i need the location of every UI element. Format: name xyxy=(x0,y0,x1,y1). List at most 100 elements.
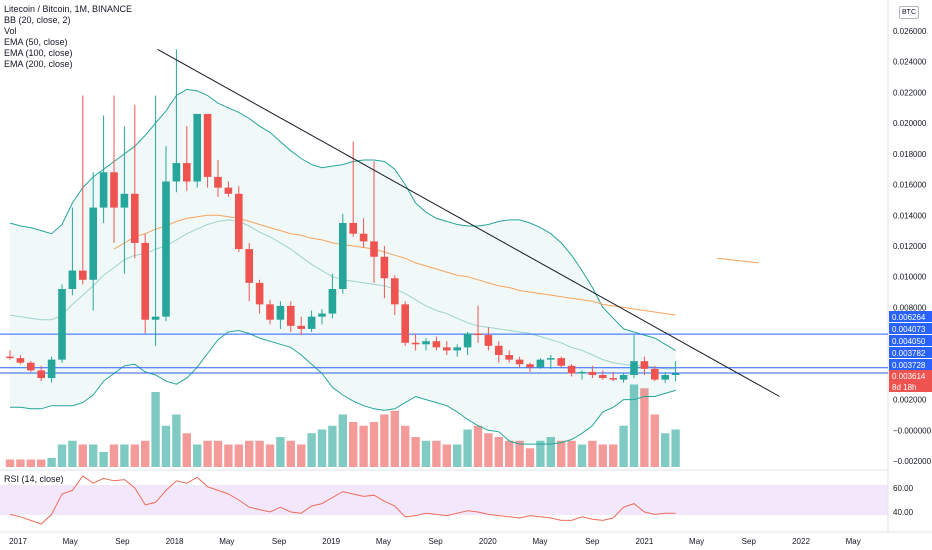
volume-bar xyxy=(234,444,243,467)
candle-body xyxy=(193,113,201,182)
volume-bar xyxy=(109,444,119,467)
volume-bar xyxy=(421,440,431,467)
candle-body xyxy=(651,368,659,380)
candle xyxy=(58,284,66,363)
volume-bar xyxy=(619,425,628,467)
candle xyxy=(235,186,243,253)
volume-bar xyxy=(120,444,129,467)
candle xyxy=(6,350,14,360)
volume-bar xyxy=(47,458,56,467)
candle-body xyxy=(131,193,139,243)
candle xyxy=(141,233,149,334)
candle xyxy=(162,146,170,322)
candle xyxy=(453,344,461,357)
candle xyxy=(193,113,201,188)
chart-legend: Litecoin / Bitcoin, 1M, BINANCE BB (20, … xyxy=(4,4,132,70)
candle xyxy=(99,115,108,223)
candle-body xyxy=(297,325,305,329)
volume-bar xyxy=(307,433,316,467)
volume-bar xyxy=(328,425,337,467)
volume-bar xyxy=(26,459,35,467)
candle xyxy=(110,95,118,243)
candle xyxy=(27,361,35,372)
volume-bar xyxy=(546,437,555,467)
candle xyxy=(474,305,482,343)
candle xyxy=(599,370,607,380)
trend-line xyxy=(157,48,780,397)
candle xyxy=(630,335,638,379)
volume-bar xyxy=(380,414,389,467)
candle-body xyxy=(151,316,160,320)
volume-bar xyxy=(401,425,410,467)
candle-body xyxy=(609,378,617,380)
volume-bar xyxy=(661,433,670,467)
candle xyxy=(131,104,139,259)
candle-body xyxy=(484,335,493,346)
legend-ema200: EMA (200, close) xyxy=(4,59,73,69)
candle xyxy=(401,301,409,346)
candle-body xyxy=(671,373,680,375)
volume-bar xyxy=(577,444,587,467)
candle-body xyxy=(183,163,191,182)
candle xyxy=(16,355,25,365)
candle-body xyxy=(578,371,586,374)
unit-selector[interactable]: BTC xyxy=(899,6,919,19)
candle xyxy=(307,310,316,332)
candle xyxy=(463,332,472,356)
candle-body xyxy=(547,358,555,360)
candle-body xyxy=(68,270,77,289)
price-tick-label: −0.002000 xyxy=(893,457,932,466)
rsi-tick-label: 60.00 xyxy=(893,484,914,493)
volume-bar xyxy=(629,384,639,467)
volume-bar xyxy=(317,429,327,467)
candle-body xyxy=(370,241,378,257)
volume-bar xyxy=(78,444,87,467)
time-tick-label: Sep xyxy=(272,537,287,546)
volume-bar xyxy=(338,414,347,467)
candle xyxy=(505,350,513,363)
candle-body xyxy=(214,176,222,188)
candle-body xyxy=(380,256,389,279)
volume-bar xyxy=(276,437,285,467)
candle-body xyxy=(640,361,649,369)
time-tick-label: 2021 xyxy=(636,537,654,546)
volume-bar xyxy=(609,444,618,467)
volume-bar xyxy=(99,452,108,467)
volume-bar xyxy=(89,444,98,467)
volume-bar xyxy=(411,437,420,467)
candle-body xyxy=(505,355,513,360)
price-badge xyxy=(889,347,932,358)
volume-bar xyxy=(567,440,576,467)
price-tick-label: 0.014000 xyxy=(893,211,927,220)
candle xyxy=(432,336,441,351)
candle xyxy=(79,95,87,285)
candle-body xyxy=(276,305,285,320)
rsi-legend: RSI (14, close) xyxy=(4,474,64,484)
candle xyxy=(224,181,233,197)
candle xyxy=(47,356,56,383)
price-badge xyxy=(889,323,932,334)
candle xyxy=(214,160,222,197)
price-tick-label: 0.016000 xyxy=(893,181,927,190)
candle-body xyxy=(432,341,441,348)
time-tick-label: Sep xyxy=(428,537,443,546)
volume-bar xyxy=(151,392,160,467)
volume-bar xyxy=(536,440,545,467)
price-tick-label: −0.000000 xyxy=(893,426,932,435)
candle-body xyxy=(630,361,638,375)
price-badge-label: 0.003782 xyxy=(892,349,926,358)
price-badge xyxy=(889,381,932,392)
candle xyxy=(619,373,628,383)
candle-body xyxy=(110,172,118,208)
candle-body xyxy=(599,375,607,379)
volume-bar xyxy=(671,429,680,467)
candle xyxy=(349,141,357,237)
volume-bar xyxy=(16,459,25,467)
volume-bars xyxy=(5,384,680,467)
volume-bar xyxy=(588,440,597,467)
candle xyxy=(68,207,77,296)
volume-bar xyxy=(525,448,535,467)
volume-bar xyxy=(557,440,566,467)
candle-body xyxy=(443,347,451,351)
